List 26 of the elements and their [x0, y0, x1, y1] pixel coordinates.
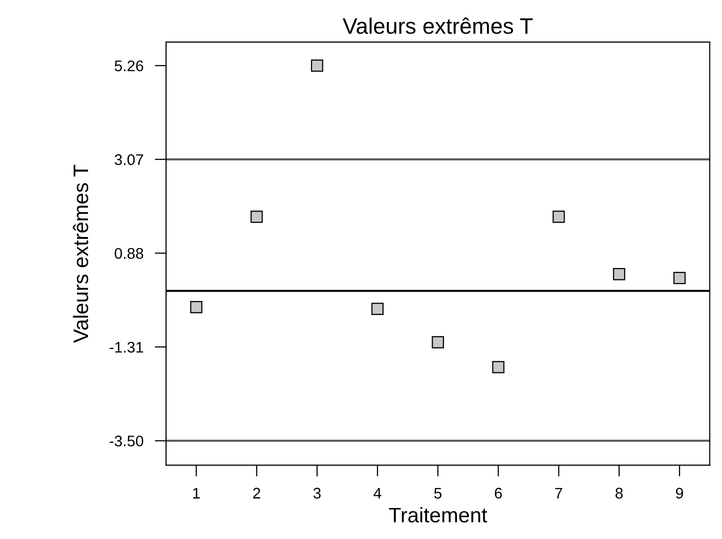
- chart-title: Valeurs extrêmes T: [342, 18, 533, 34]
- point: [250, 210, 263, 223]
- point: [552, 210, 565, 223]
- point: [371, 302, 384, 315]
- x-axis-title: Traitement: [388, 507, 488, 522]
- point: [310, 59, 324, 72]
- point: [673, 272, 686, 284]
- x-tick-label: 9: [676, 488, 684, 499]
- y-tick-label: -3.50: [110, 436, 144, 446]
- y-tick-label: 0.88: [114, 248, 144, 259]
- x-tick-label: 7: [555, 488, 562, 498]
- y-tick-label: 5.26: [114, 60, 144, 72]
- x-tick-label: 4: [374, 488, 382, 498]
- x-tick-label: 6: [494, 488, 502, 499]
- point: [613, 268, 626, 280]
- x-tick-label: 3: [313, 488, 321, 499]
- y-axis-title: Valeurs extrêmes T: [72, 164, 88, 343]
- x-tick-label: 8: [616, 488, 623, 499]
- x-tick-label: 2: [253, 488, 260, 498]
- point: [190, 301, 202, 314]
- y-tick-label: 3.07: [114, 154, 144, 166]
- x-tick-label: 1: [193, 488, 200, 498]
- point: [492, 360, 504, 374]
- y-tick-label: -1.31: [110, 342, 144, 353]
- point: [432, 336, 444, 348]
- x-tick-label: 5: [434, 488, 442, 499]
